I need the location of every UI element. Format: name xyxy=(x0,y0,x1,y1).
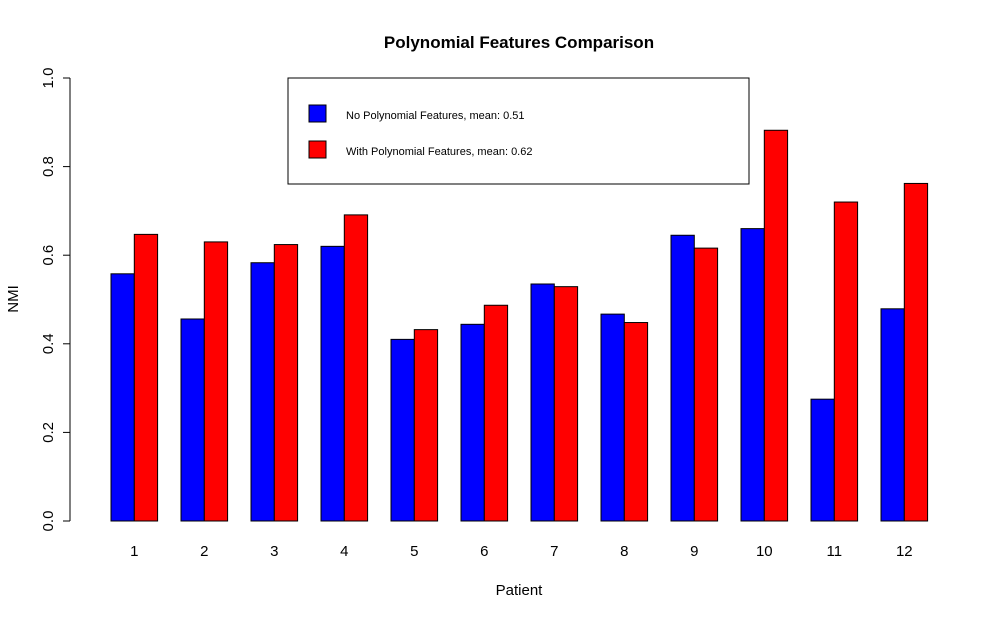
y-tick-label: 0.6 xyxy=(40,245,57,266)
x-tick-label: 5 xyxy=(410,543,418,560)
y-tick-label: 1.0 xyxy=(40,68,57,89)
x-tick-label: 12 xyxy=(896,543,913,560)
legend-swatch-with-poly xyxy=(308,140,327,159)
y-tick-label: 0.2 xyxy=(40,422,57,443)
x-tick-label: 11 xyxy=(827,543,843,560)
bar-with-poly-patient-4 xyxy=(343,214,369,522)
bar-with-poly-patient-7 xyxy=(553,286,579,522)
legend-label-no-poly: No Polynomial Features, mean: 0.51 xyxy=(346,110,525,122)
x-tick-label: 9 xyxy=(690,543,698,560)
legend-label-with-poly: With Polynomial Features, mean: 0.62 xyxy=(346,146,532,158)
legend-box xyxy=(287,77,750,185)
bar-no-poly-patient-12 xyxy=(880,308,905,522)
x-tick-labels: 1 2 3 4 5 6 7 8 9 10 11 12 xyxy=(130,543,913,560)
bar-no-poly-patient-7 xyxy=(530,283,555,522)
x-tick-label: 10 xyxy=(756,543,773,560)
bar-with-poly-patient-12 xyxy=(903,182,929,522)
x-tick-label: 4 xyxy=(340,543,348,560)
x-tick-label: 3 xyxy=(270,543,278,560)
bar-no-poly-patient-4 xyxy=(320,245,345,522)
y-tick-label: 0.4 xyxy=(40,333,57,354)
bar-with-poly-patient-6 xyxy=(483,304,509,522)
bar-with-poly-patient-1 xyxy=(133,233,159,522)
bar-with-poly-patient-10 xyxy=(763,129,789,522)
bar-no-poly-patient-3 xyxy=(250,262,275,522)
legend: No Polynomial Features, mean: 0.51 With … xyxy=(287,77,750,185)
bar-no-poly-patient-11 xyxy=(810,398,835,522)
bar-with-poly-patient-3 xyxy=(273,244,299,522)
x-tick-label: 6 xyxy=(480,543,488,560)
bar-with-poly-patient-11 xyxy=(833,201,859,522)
chart-title: Polynomial Features Comparison xyxy=(384,33,654,52)
y-axis-label: NMI xyxy=(5,285,22,313)
x-axis-label: Patient xyxy=(496,582,544,599)
y-tick-label: 0.8 xyxy=(40,156,57,177)
bar-no-poly-patient-5 xyxy=(390,338,415,522)
bar-no-poly-patient-6 xyxy=(460,323,485,522)
y-axis: 0.0 0.2 0.4 0.6 0.8 1.0 xyxy=(40,68,71,532)
legend-swatch-no-poly xyxy=(308,104,327,123)
bar-no-poly-patient-8 xyxy=(600,313,625,522)
bars-group xyxy=(110,129,929,522)
bar-with-poly-patient-5 xyxy=(413,329,439,522)
bar-with-poly-patient-2 xyxy=(203,241,229,522)
bar-no-poly-patient-9 xyxy=(670,234,695,522)
x-tick-label: 2 xyxy=(200,543,208,560)
x-tick-label: 7 xyxy=(550,543,558,560)
bar-no-poly-patient-2 xyxy=(180,318,205,522)
y-tick-label: 0.0 xyxy=(40,511,57,532)
bar-with-poly-patient-8 xyxy=(623,322,649,522)
bar-no-poly-patient-10 xyxy=(740,228,765,522)
bar-with-poly-patient-9 xyxy=(693,247,719,522)
x-tick-label: 8 xyxy=(620,543,628,560)
x-tick-label: 1 xyxy=(130,543,138,560)
bar-no-poly-patient-1 xyxy=(110,273,135,522)
